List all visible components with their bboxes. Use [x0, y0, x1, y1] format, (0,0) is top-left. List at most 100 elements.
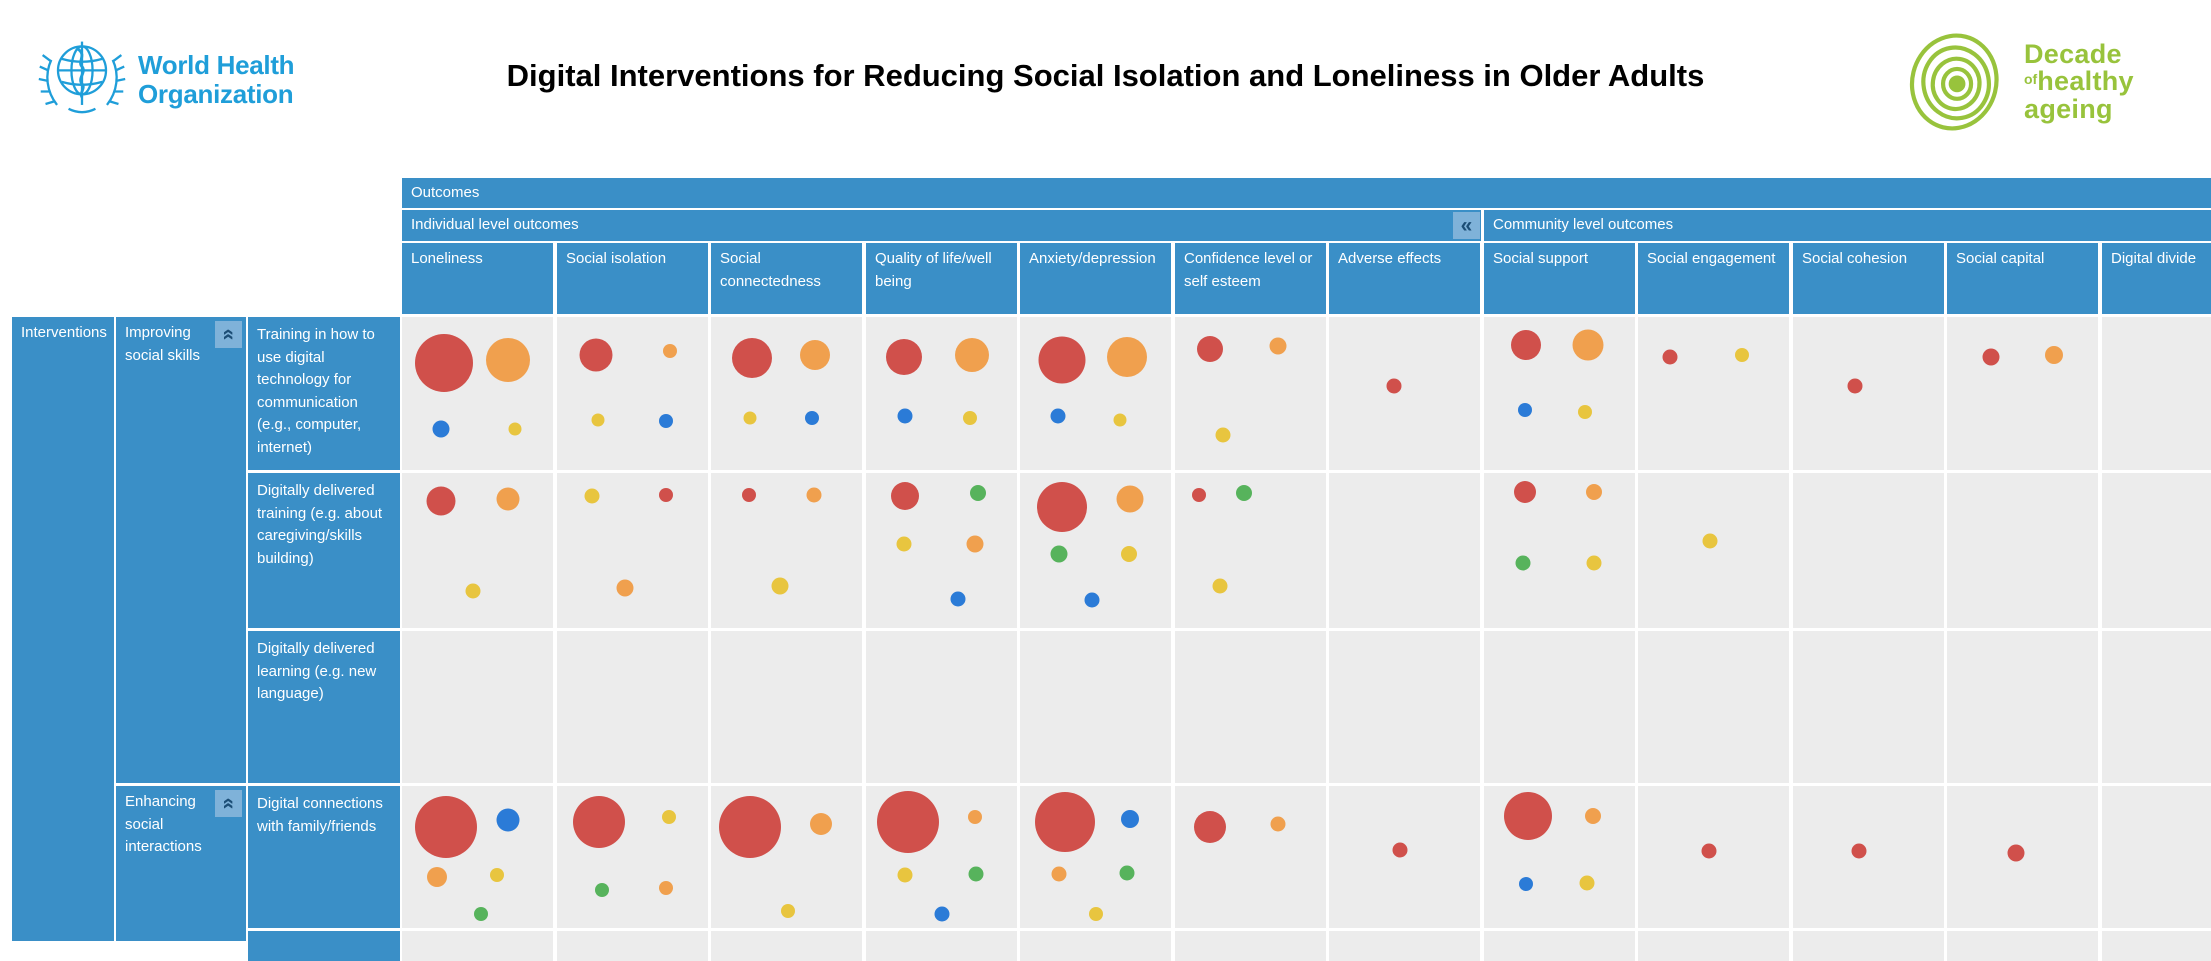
- evidence-bubble-yellow[interactable]: [1215, 427, 1231, 443]
- evidence-bubble-blue[interactable]: [658, 414, 673, 429]
- chevron-left-icon: «: [1460, 214, 1473, 237]
- evidence-bubble-green[interactable]: [473, 906, 488, 921]
- evidence-bubble-yellow[interactable]: [584, 488, 600, 504]
- evidence-bubble-orange[interactable]: [1584, 807, 1601, 824]
- evidence-bubble-red[interactable]: [877, 790, 940, 853]
- chevron-up-icon: «: [217, 797, 240, 810]
- evidence-bubble-red[interactable]: [1392, 842, 1408, 858]
- evidence-bubble-blue[interactable]: [1519, 876, 1534, 891]
- evidence-bubble-green[interactable]: [1515, 555, 1531, 571]
- matrix-cell: [1947, 786, 2098, 928]
- evidence-bubble-red[interactable]: [741, 487, 756, 502]
- evidence-bubble-orange[interactable]: [966, 535, 984, 553]
- evidence-bubble-red[interactable]: [414, 796, 477, 859]
- evidence-bubble-orange[interactable]: [1116, 485, 1144, 513]
- evidence-bubble-green[interactable]: [595, 882, 610, 897]
- evidence-bubble-red[interactable]: [1035, 791, 1096, 852]
- evidence-bubble-green[interactable]: [1050, 545, 1068, 563]
- evidence-bubble-blue[interactable]: [432, 420, 450, 438]
- evidence-bubble-yellow[interactable]: [897, 867, 913, 883]
- evidence-bubble-blue[interactable]: [897, 408, 913, 424]
- evidence-bubble-red[interactable]: [1982, 348, 2000, 366]
- evidence-bubble-red[interactable]: [415, 333, 474, 392]
- evidence-bubble-red[interactable]: [579, 338, 613, 372]
- evidence-bubble-yellow[interactable]: [1579, 875, 1595, 891]
- evidence-bubble-orange[interactable]: [663, 343, 678, 358]
- evidence-bubble-blue[interactable]: [805, 410, 820, 425]
- evidence-bubble-yellow[interactable]: [661, 810, 676, 825]
- evidence-bubble-orange[interactable]: [810, 813, 833, 836]
- evidence-bubble-blue[interactable]: [934, 906, 949, 922]
- evidence-bubble-yellow[interactable]: [465, 583, 481, 599]
- evidence-bubble-red[interactable]: [1193, 811, 1226, 844]
- collapse-columns-button[interactable]: «: [1453, 212, 1480, 239]
- evidence-bubble-yellow[interactable]: [1212, 578, 1228, 594]
- collapse-rows-button[interactable]: «: [215, 321, 242, 348]
- evidence-bubble-blue[interactable]: [1050, 408, 1066, 424]
- evidence-bubble-red[interactable]: [658, 487, 673, 502]
- evidence-bubble-red[interactable]: [1037, 482, 1088, 533]
- evidence-bubble-orange[interactable]: [496, 487, 520, 511]
- evidence-bubble-red[interactable]: [1192, 487, 1207, 502]
- evidence-bubble-red[interactable]: [1513, 480, 1536, 503]
- evidence-bubble-blue[interactable]: [496, 808, 520, 832]
- evidence-bubble-orange[interactable]: [800, 340, 831, 371]
- evidence-bubble-red[interactable]: [1847, 378, 1863, 394]
- evidence-bubble-yellow[interactable]: [1120, 545, 1137, 562]
- evidence-bubble-orange[interactable]: [1586, 483, 1603, 500]
- evidence-bubble-green[interactable]: [1119, 865, 1135, 881]
- evidence-bubble-red[interactable]: [426, 486, 456, 516]
- evidence-bubble-red[interactable]: [1503, 791, 1552, 840]
- evidence-bubble-yellow[interactable]: [1586, 555, 1602, 571]
- evidence-bubble-blue[interactable]: [1084, 592, 1100, 608]
- evidence-bubble-yellow[interactable]: [896, 536, 912, 552]
- evidence-bubble-red[interactable]: [1851, 843, 1867, 859]
- evidence-bubble-orange[interactable]: [954, 338, 989, 373]
- evidence-bubble-orange[interactable]: [1269, 337, 1287, 355]
- matrix-cell: [866, 631, 1017, 783]
- evidence-bubble-orange[interactable]: [616, 579, 634, 597]
- evidence-bubble-blue[interactable]: [950, 591, 966, 607]
- evidence-bubble-orange[interactable]: [806, 487, 822, 503]
- evidence-bubble-yellow[interactable]: [1735, 348, 1750, 363]
- evidence-bubble-red[interactable]: [1701, 843, 1717, 859]
- evidence-bubble-blue[interactable]: [1121, 809, 1140, 828]
- evidence-bubble-red[interactable]: [1386, 378, 1402, 394]
- evidence-bubble-red[interactable]: [891, 482, 920, 511]
- evidence-bubble-yellow[interactable]: [963, 410, 978, 425]
- evidence-bubble-orange[interactable]: [485, 337, 530, 382]
- evidence-bubble-red[interactable]: [1196, 336, 1223, 363]
- evidence-bubble-red[interactable]: [719, 796, 782, 859]
- evidence-bubble-yellow[interactable]: [1702, 533, 1718, 549]
- evidence-bubble-red[interactable]: [1038, 336, 1086, 384]
- evidence-bubble-yellow[interactable]: [508, 422, 522, 436]
- evidence-bubble-red[interactable]: [2007, 844, 2025, 862]
- evidence-bubble-yellow[interactable]: [781, 903, 795, 918]
- evidence-bubble-red[interactable]: [1511, 329, 1542, 360]
- evidence-bubble-orange[interactable]: [426, 866, 447, 887]
- collapse-rows-button[interactable]: «: [215, 790, 242, 817]
- evidence-bubble-orange[interactable]: [967, 810, 982, 825]
- evidence-bubble-yellow[interactable]: [743, 411, 757, 425]
- evidence-bubble-green[interactable]: [968, 866, 984, 882]
- evidence-bubble-orange[interactable]: [1572, 329, 1604, 361]
- evidence-bubble-yellow[interactable]: [1113, 413, 1127, 426]
- evidence-bubble-red[interactable]: [573, 795, 626, 848]
- evidence-bubble-orange[interactable]: [1270, 816, 1286, 832]
- evidence-bubble-yellow[interactable]: [591, 413, 605, 426]
- evidence-bubble-red[interactable]: [731, 338, 772, 379]
- evidence-bubble-orange[interactable]: [658, 881, 673, 896]
- evidence-bubble-yellow[interactable]: [1578, 404, 1593, 419]
- evidence-bubble-red[interactable]: [885, 338, 922, 375]
- evidence-bubble-orange[interactable]: [1051, 866, 1067, 882]
- evidence-bubble-red[interactable]: [1662, 349, 1678, 365]
- evidence-bubble-green[interactable]: [969, 485, 986, 502]
- evidence-bubble-blue[interactable]: [1517, 403, 1532, 418]
- matrix-cell: [2102, 786, 2211, 928]
- evidence-bubble-yellow[interactable]: [1088, 906, 1103, 921]
- evidence-bubble-green[interactable]: [1236, 485, 1253, 502]
- evidence-bubble-yellow[interactable]: [771, 577, 789, 595]
- evidence-bubble-orange[interactable]: [1107, 336, 1148, 377]
- evidence-bubble-orange[interactable]: [2045, 346, 2064, 365]
- evidence-bubble-yellow[interactable]: [490, 868, 505, 883]
